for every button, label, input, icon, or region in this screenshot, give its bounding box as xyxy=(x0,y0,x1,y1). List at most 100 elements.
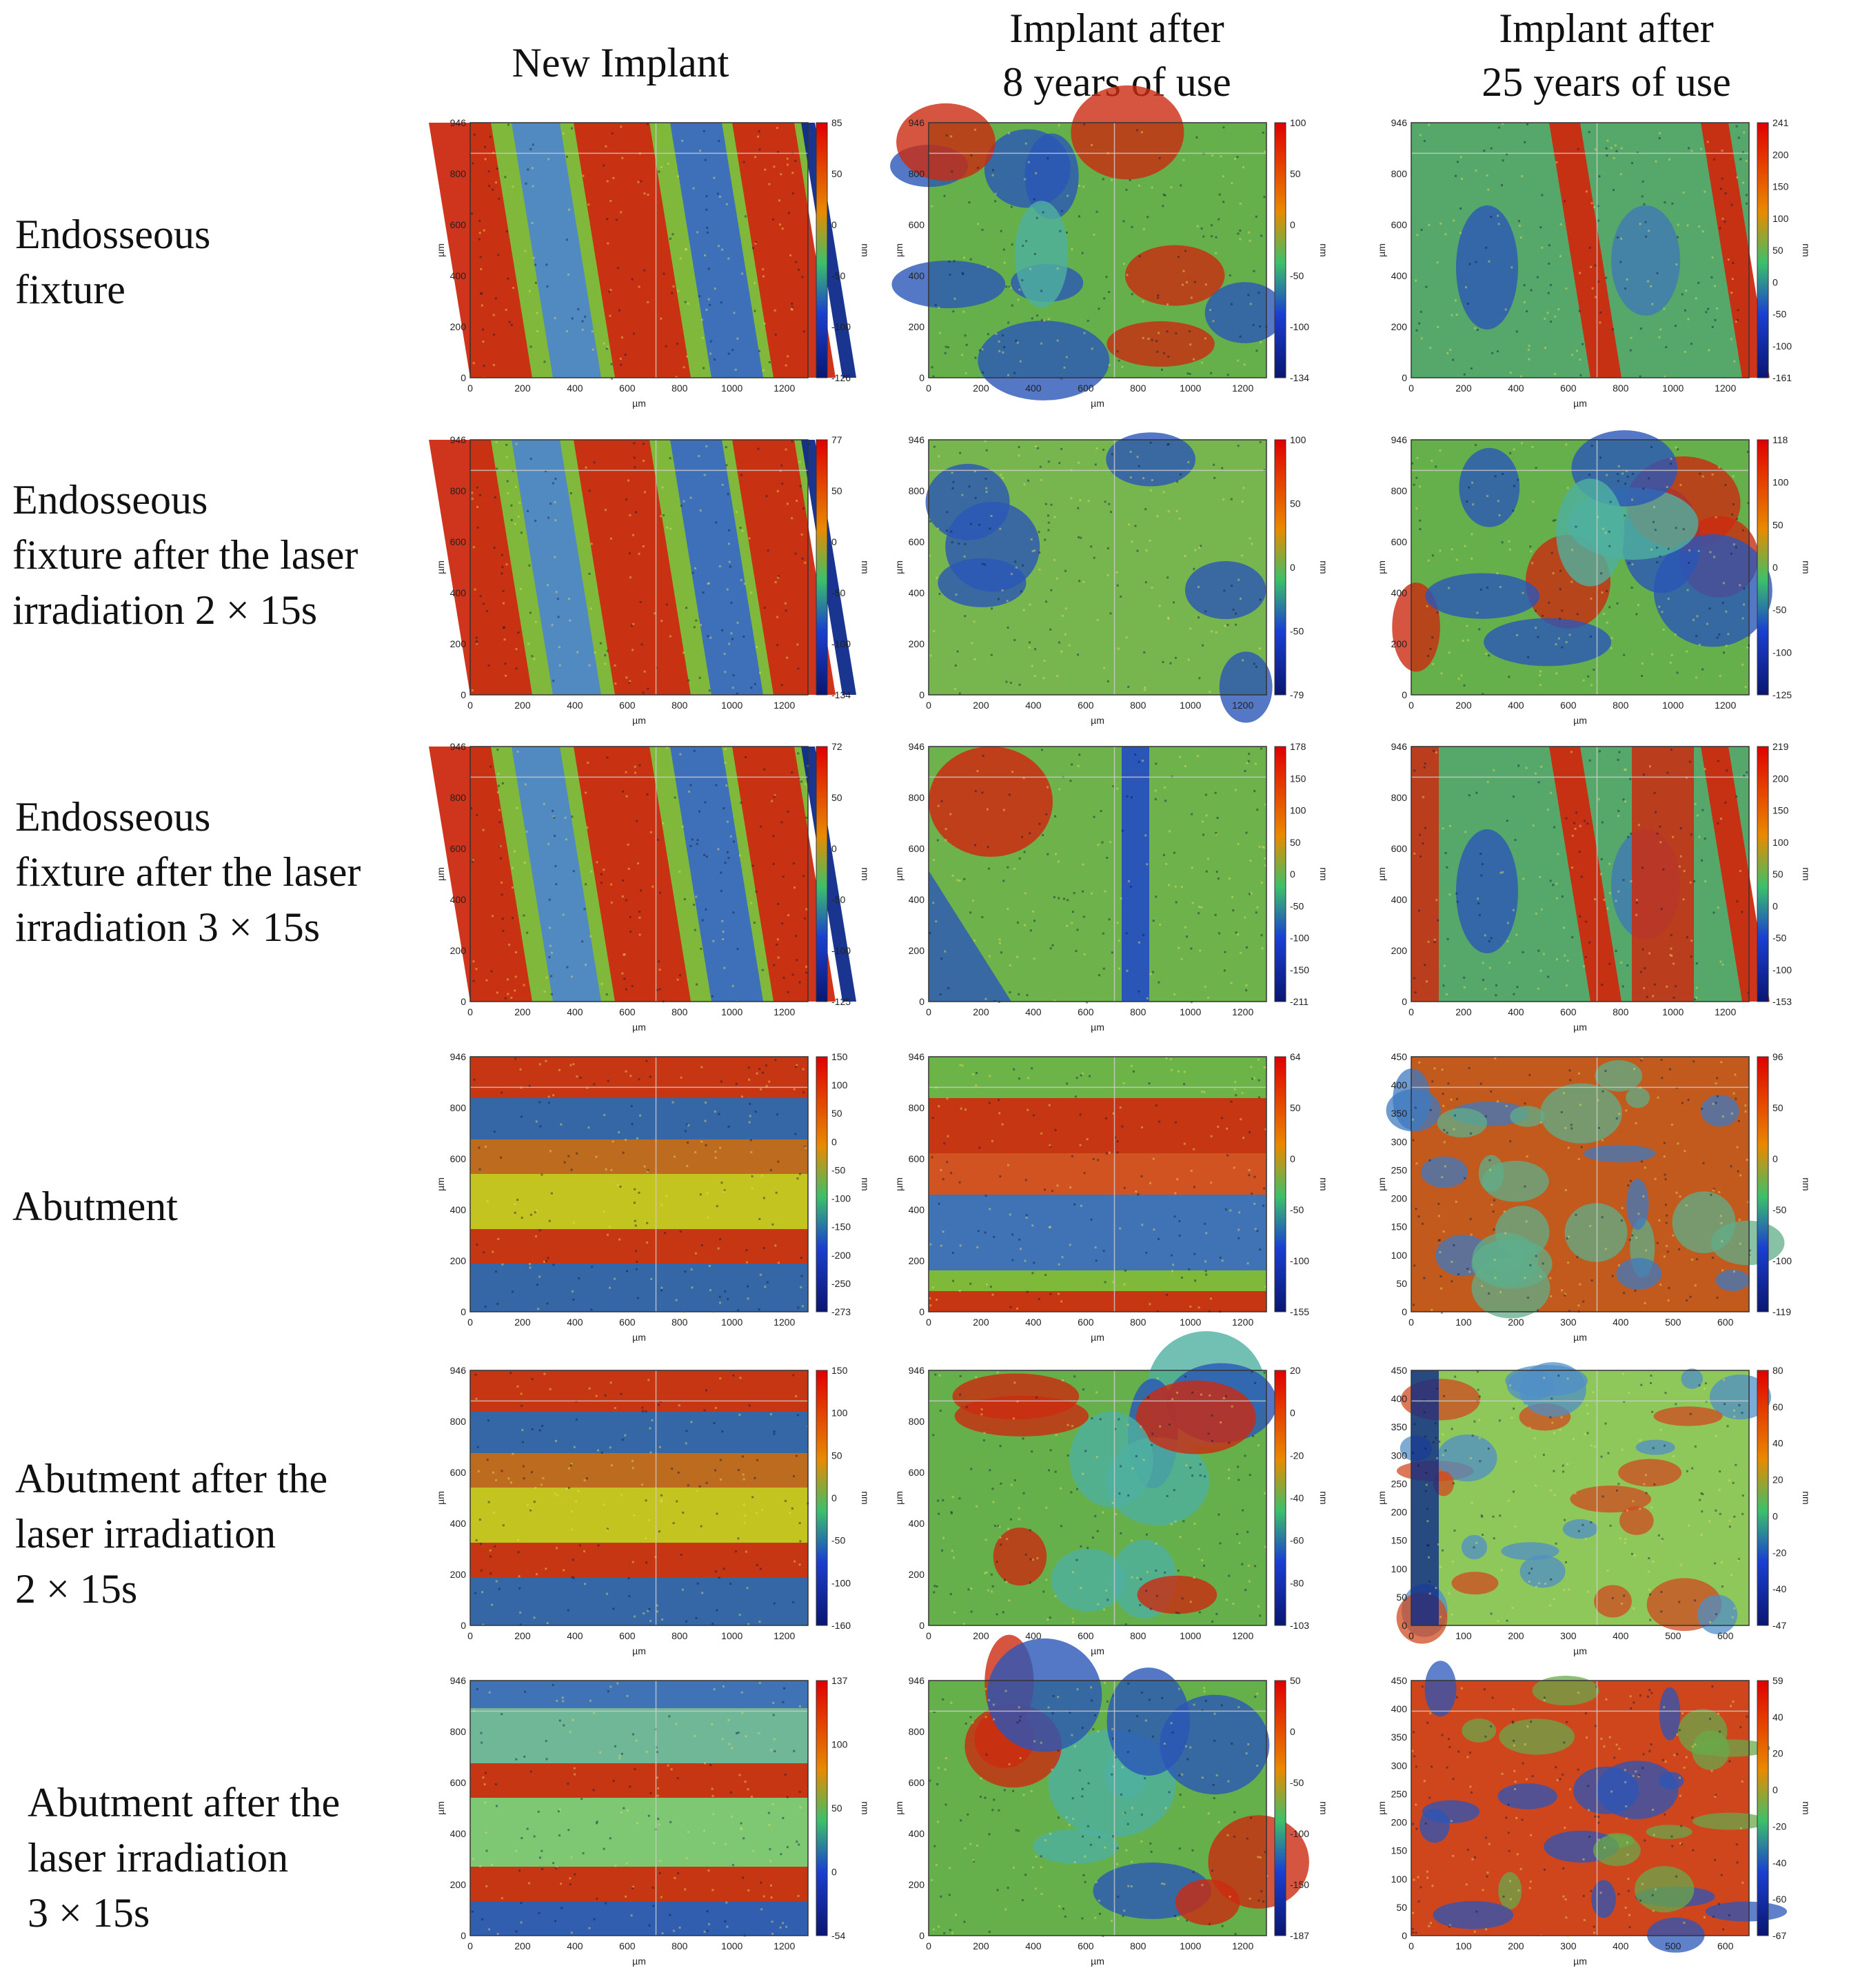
height-map-panel: 0 50 100 150 200 250 300 350 400 450 µm 0 100 200 300 4… xyxy=(1375,1362,1812,1661)
colorbar-tick-label: -100 xyxy=(831,1577,851,1588)
colorbar-unit: nm xyxy=(1801,1491,1812,1504)
colorbar-tick-label: -153 xyxy=(1772,996,1792,1007)
colorbar-tick-label: 0 xyxy=(1290,219,1295,230)
surface-image xyxy=(1411,1661,1788,1953)
x-tick-label: 100 xyxy=(1455,1630,1472,1641)
colorbar-tick-label: -40 xyxy=(1772,1857,1786,1868)
x-tick-label: 800 xyxy=(671,1940,688,1951)
colorbar-tick-label: -50 xyxy=(1290,900,1304,911)
x-tick-label: 0 xyxy=(1408,700,1414,711)
y-tick-label: 800 xyxy=(909,792,925,803)
y-tick-label: 100 xyxy=(1391,1250,1408,1261)
x-tick-label: 1200 xyxy=(774,383,795,394)
y-tick-label: 600 xyxy=(450,1467,467,1478)
y-tick-label: 800 xyxy=(909,1416,925,1427)
y-tick-label: 300 xyxy=(1391,1450,1408,1461)
x-tick-label: 400 xyxy=(567,1006,583,1017)
colorbar xyxy=(1274,1370,1286,1626)
y-tick-label: 600 xyxy=(909,1467,925,1478)
colorbar-unit: nm xyxy=(1801,1177,1812,1190)
y-tick-label: 400 xyxy=(909,270,925,281)
x-tick-label: 200 xyxy=(1455,383,1472,394)
x-tick-label: 600 xyxy=(1717,1630,1734,1641)
y-tick-label: 0 xyxy=(1402,1620,1407,1631)
y-tick-label: 200 xyxy=(1391,1817,1408,1828)
x-tick-label: 200 xyxy=(1455,700,1472,711)
y-tick-label: 946 xyxy=(909,1675,925,1686)
colorbar-tick-label: 0 xyxy=(1290,869,1295,880)
x-tick-label: 400 xyxy=(567,383,583,394)
x-tick-label: 600 xyxy=(1560,700,1577,711)
colorbar-tick-label: -125 xyxy=(831,996,851,1007)
x-axis-unit: µm xyxy=(632,715,646,726)
x-tick-label: 1000 xyxy=(1180,383,1201,394)
colorbar-tick-label: 50 xyxy=(831,1108,842,1119)
surface-image xyxy=(469,1680,809,1937)
x-tick-label: 300 xyxy=(1560,1317,1577,1328)
x-tick-label: 800 xyxy=(1130,700,1146,711)
colorbar xyxy=(1274,122,1286,378)
colorbar-tick-label: 100 xyxy=(1290,434,1306,445)
y-axis-unit: µm xyxy=(435,560,446,574)
y-tick-label: 0 xyxy=(919,1306,925,1317)
colorbar-tick-label: -50 xyxy=(1290,1204,1304,1215)
x-tick-label: 200 xyxy=(514,1317,531,1328)
y-tick-label: 946 xyxy=(450,1365,467,1376)
y-tick-label: 600 xyxy=(909,219,925,230)
height-map-panel: 0 200 400 600 800 946 µm 0 200 400 600 800 1000 1200 µ… xyxy=(434,1675,871,1971)
height-map-panel: 0 200 400 600 800 946 µm 0 200 400 600 800 1000 1200 µ… xyxy=(893,432,1329,731)
x-tick-label: 200 xyxy=(973,700,989,711)
y-tick-label: 600 xyxy=(909,843,925,854)
row-label-endosseous-fixture: Endosseous fixture xyxy=(15,212,211,312)
surface-image xyxy=(1386,1056,1785,1319)
colorbar-unit: nm xyxy=(1318,867,1329,880)
surface-image xyxy=(890,85,1285,400)
x-tick-label: 300 xyxy=(1560,1630,1577,1641)
x-tick-label: 800 xyxy=(671,1006,688,1017)
colorbar xyxy=(816,1680,828,1936)
surface-image xyxy=(1392,430,1772,696)
x-tick-label: 600 xyxy=(619,700,636,711)
height-map-svg: 0 50 100 150 200 250 300 350 400 450 µm 0 100 200 300 4… xyxy=(1376,1051,1812,1343)
colorbar-unit: nm xyxy=(860,867,871,880)
y-tick-label: 400 xyxy=(450,587,467,598)
height-map-panel: 0 200 400 600 800 946 µm 0 200 400 600 800 1000 1200 µ… xyxy=(893,1051,1329,1348)
colorbar xyxy=(816,1370,828,1626)
x-tick-label: 400 xyxy=(567,1630,583,1641)
x-tick-label: 500 xyxy=(1665,1630,1681,1641)
x-tick-label: 200 xyxy=(973,383,989,394)
x-axis-unit: µm xyxy=(1573,1956,1587,1967)
y-tick-label: 400 xyxy=(1391,1393,1408,1404)
x-tick-label: 800 xyxy=(1613,700,1629,711)
x-tick-label: 1200 xyxy=(774,1006,795,1017)
y-tick-label: 800 xyxy=(909,1102,925,1113)
colorbar xyxy=(816,122,828,378)
x-tick-label: 200 xyxy=(514,1630,531,1641)
colorbar-tick-label: -150 xyxy=(1290,1879,1309,1890)
colorbar-tick-label: -50 xyxy=(1290,1777,1304,1788)
colorbar-tick-label: 50 xyxy=(831,1803,842,1814)
colorbar-tick-label: 200 xyxy=(1772,773,1789,784)
colorbar-tick-label: -50 xyxy=(831,587,845,598)
x-tick-label: 400 xyxy=(1025,1317,1042,1328)
colorbar-unit: nm xyxy=(860,1177,871,1190)
colorbar-tick-label: -119 xyxy=(1772,1306,1791,1317)
colorbar-tick-label: -100 xyxy=(831,945,851,956)
height-map-panel: 0 200 400 600 800 946 µm 0 200 400 600 800 1000 1200 µ… xyxy=(429,117,871,414)
y-tick-label: 200 xyxy=(1391,945,1408,956)
colorbar-tick-label: 118 xyxy=(1772,434,1788,445)
y-tick-label: 946 xyxy=(909,434,925,445)
colorbar-tick-label: 20 xyxy=(1772,1748,1784,1759)
x-tick-label: 600 xyxy=(619,1630,636,1641)
y-tick-label: 250 xyxy=(1391,1164,1408,1175)
y-tick-label: 200 xyxy=(909,638,925,649)
colorbar-tick-label: 85 xyxy=(831,117,842,128)
colorbar-tick-label: -100 xyxy=(1772,1255,1792,1266)
y-tick-label: 0 xyxy=(1402,372,1407,383)
x-axis-unit: µm xyxy=(1091,398,1104,409)
y-tick-label: 450 xyxy=(1391,1675,1408,1686)
